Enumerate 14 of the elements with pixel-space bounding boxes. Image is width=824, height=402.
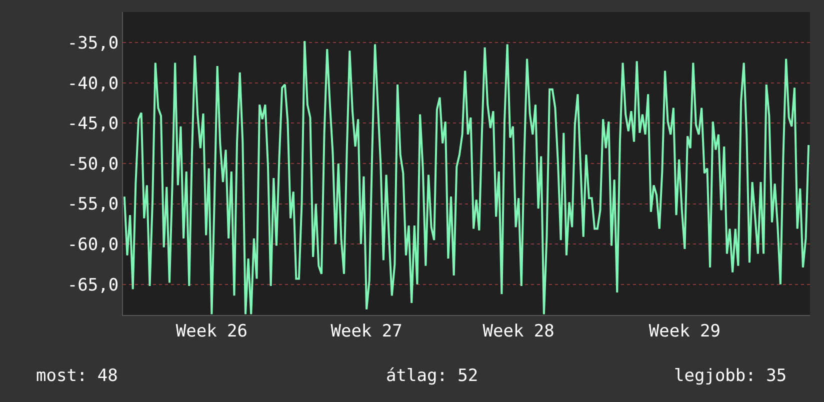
y-tick-label: -60,0 [67, 235, 119, 256]
text: átlag: 52 [386, 366, 478, 386]
text: legjobb: 35 [674, 366, 787, 386]
y-tick-label: -50,0 [67, 154, 119, 174]
y-tick-label: -35,0 [67, 34, 119, 54]
x-tick-label: Week 26 [176, 321, 248, 342]
y-tick-label: -65,0 [67, 275, 119, 296]
y-tick-label: -45,0 [67, 114, 119, 134]
y-tick-label: -55,0 [67, 194, 119, 215]
x-tick-label: Week 27 [330, 321, 402, 342]
y-tick-label: -40,0 [67, 74, 119, 94]
text: most: 48 [36, 366, 118, 386]
x-tick-label: Week 28 [482, 321, 554, 342]
x-tick-label: Week 29 [648, 321, 721, 342]
